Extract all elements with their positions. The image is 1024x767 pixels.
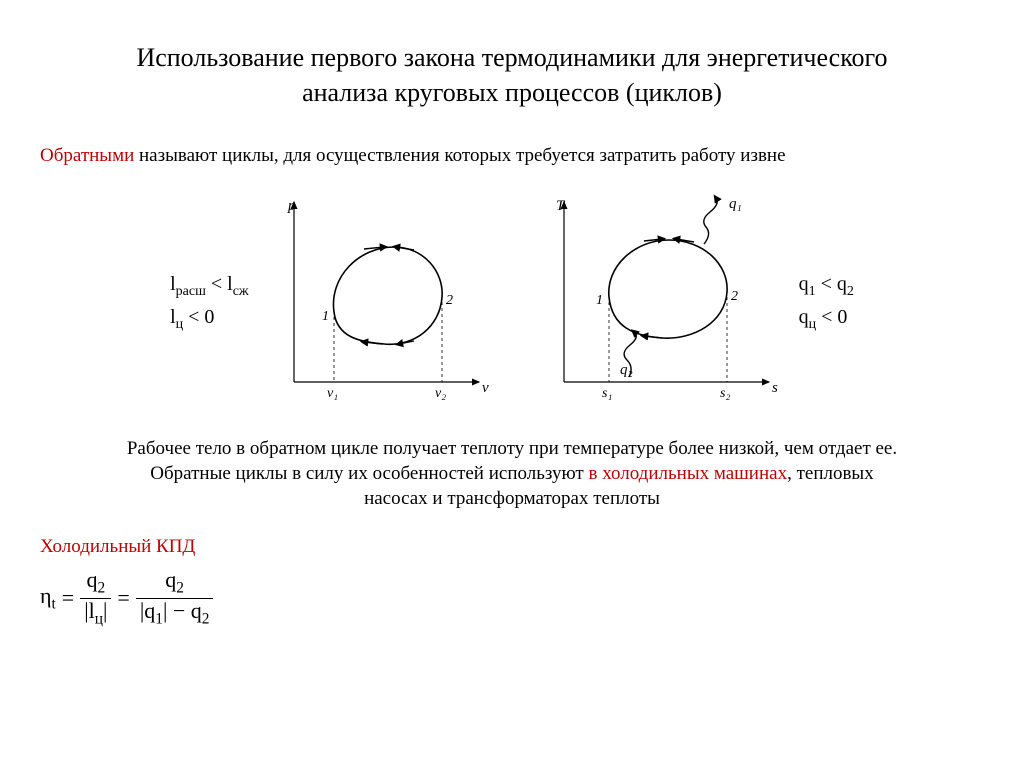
x-tick-s1: s₁ — [602, 386, 612, 401]
point-1-label-2: 1 — [596, 293, 603, 308]
left-eq-block: lрасш < lсж lц < 0 — [170, 269, 249, 335]
kpd-formula: ηt = q2 |lц| = q2 |q1| − q2 — [40, 568, 984, 628]
explanation-text: Рабочее тело в обратном цикле получает т… — [50, 437, 974, 511]
x-axis-label-2: s — [772, 380, 778, 396]
definition-line: Обратными называют циклы, для осуществле… — [40, 145, 984, 167]
page-title: Использование первого закона термодинами… — [102, 40, 922, 110]
x-tick-1: v₁ — [327, 386, 338, 401]
point-2-label-2: 2 — [731, 289, 738, 304]
right-diagram-group: T s 1 2 s₁ s₂ q₁ q₂ q1 < q2 — [534, 192, 854, 412]
left-diagram-group: lрасш < lсж lц < 0 p v — [170, 192, 494, 412]
diagrams-row: lрасш < lсж lц < 0 p v — [40, 192, 984, 412]
point-1-label: 1 — [322, 309, 329, 324]
x-tick-2: v₂ — [435, 386, 446, 401]
point-2-label: 2 — [446, 293, 453, 308]
q2-label: q₂ — [620, 362, 633, 378]
definition-text: называют циклы, для осуществления которы… — [134, 145, 785, 166]
y-axis-label: p — [287, 198, 296, 214]
pv-diagram: p v 1 2 v₁ v₂ — [264, 192, 494, 412]
definition-keyword: Обратными — [40, 145, 134, 166]
x-tick-s2: s₂ — [720, 386, 730, 401]
x-axis-label: v — [482, 380, 489, 396]
right-eq-block: q1 < q2 qц < 0 — [799, 269, 854, 335]
q1-label: q₁ — [729, 196, 742, 212]
kpd-label: Холодильный КПД — [40, 536, 984, 558]
ts-diagram: T s 1 2 s₁ s₂ q₁ q₂ — [534, 192, 784, 412]
